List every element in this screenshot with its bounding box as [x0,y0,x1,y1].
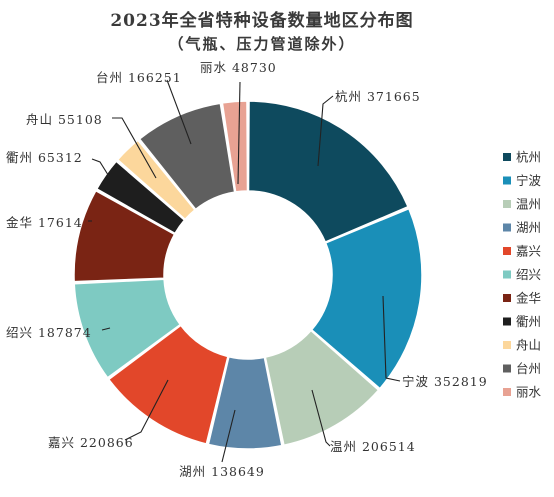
slice-舟山 [116,139,196,221]
legend-label-衢州: 衢州 [516,314,541,329]
legend-swatch-金华 [503,294,511,302]
legend-label-宁波: 宁波 [516,173,542,188]
slice-丽水 [221,100,249,193]
legend-swatch-温州 [503,200,511,208]
data-label-丽水: 丽水 48730 [200,60,277,75]
leader-line-舟山 [112,117,157,179]
data-label-嘉兴: 嘉兴 220866 [48,435,134,450]
slice-嘉兴 [107,324,229,445]
leader-line-杭州 [317,95,334,167]
legend-label-绍兴: 绍兴 [516,267,541,282]
legend-swatch-嘉兴 [503,247,511,255]
leader-line-绍兴 [101,327,111,331]
leader-line-台州 [166,79,192,145]
legend-label-温州: 温州 [516,197,541,212]
legend-swatch-杭州 [503,153,511,161]
leader-line-宁波 [382,295,401,382]
slice-台州 [138,102,236,211]
chart-title: 2023年全省特种设备数量地区分布图 [110,10,413,31]
legend-label-丽水: 丽水 [516,385,542,400]
legend-swatch-舟山 [503,341,511,349]
data-label-舟山: 舟山 55108 [26,112,103,127]
leader-line-嘉兴 [124,379,169,441]
legend-label-台州: 台州 [516,361,541,376]
legend-label-湖州: 湖州 [516,220,541,235]
slice-衢州 [95,160,186,235]
donut-slices [73,100,423,450]
slice-温州 [264,329,380,447]
label-leader-lines [88,79,401,463]
legend-swatch-湖州 [503,223,511,232]
legend-swatch-丽水 [503,388,511,396]
legend-swatch-衢州 [503,317,511,326]
chart-subtitle: （气瓶、压力管道除外） [168,35,355,53]
data-label-湖州: 湖州 138649 [179,464,265,479]
data-labels: 杭州 371665 宁波 352819 温州 206514 湖州 138649 嘉兴 2… [6,60,488,479]
slice-金华 [73,189,176,283]
data-label-金华: 金华 17614 [6,215,83,230]
leader-line-温州 [311,389,331,447]
leader-line-丽水 [237,81,241,185]
data-label-衢州: 衢州 65312 [6,150,83,165]
slice-湖州 [207,355,283,450]
data-label-宁波: 宁波 352819 [402,374,488,389]
slice-绍兴 [73,278,182,379]
legend-swatch-绍兴 [503,270,511,279]
data-label-温州: 温州 206514 [330,439,416,454]
legend-label-舟山: 舟山 [516,338,541,353]
data-label-绍兴: 绍兴 187874 [6,325,92,340]
leader-line-湖州 [221,409,236,463]
legend-label-金华: 金华 [516,291,541,306]
data-label-杭州: 杭州 371665 [335,89,421,104]
data-label-台州: 台州 166251 [96,70,182,85]
slice-杭州 [247,100,410,244]
legend-label-嘉兴: 嘉兴 [516,244,541,259]
leader-line-衢州 [91,158,111,179]
legend-swatch-宁波 [503,176,511,185]
legend-swatch-台州 [503,364,511,373]
legend-label-杭州: 杭州 [516,150,541,165]
slice-宁波 [310,207,423,390]
